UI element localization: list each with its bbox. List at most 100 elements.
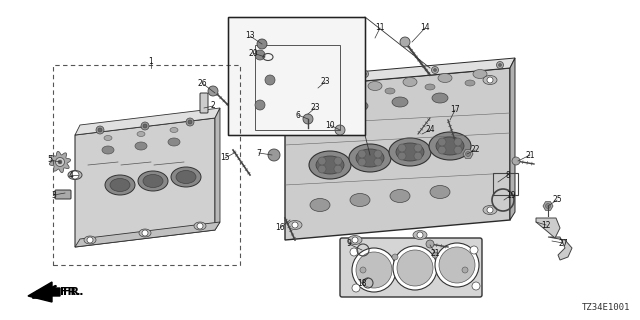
Ellipse shape bbox=[310, 198, 330, 212]
Ellipse shape bbox=[298, 91, 312, 100]
Circle shape bbox=[71, 171, 79, 179]
Circle shape bbox=[292, 222, 298, 228]
Circle shape bbox=[454, 138, 462, 146]
Text: 7: 7 bbox=[257, 148, 261, 157]
Ellipse shape bbox=[392, 97, 408, 107]
Circle shape bbox=[318, 157, 326, 165]
Ellipse shape bbox=[312, 105, 328, 115]
Polygon shape bbox=[215, 108, 220, 230]
Ellipse shape bbox=[138, 171, 168, 191]
Ellipse shape bbox=[168, 138, 180, 146]
Circle shape bbox=[417, 232, 423, 238]
Circle shape bbox=[398, 152, 406, 160]
Circle shape bbox=[426, 240, 434, 248]
Text: FR.: FR. bbox=[63, 287, 83, 297]
Circle shape bbox=[358, 150, 366, 158]
Circle shape bbox=[318, 165, 326, 173]
Ellipse shape bbox=[352, 101, 368, 111]
Circle shape bbox=[352, 248, 396, 292]
Text: 27: 27 bbox=[558, 238, 568, 247]
Text: 14: 14 bbox=[420, 23, 430, 33]
Circle shape bbox=[56, 157, 65, 166]
Ellipse shape bbox=[170, 127, 178, 132]
Circle shape bbox=[141, 122, 149, 130]
Text: 18: 18 bbox=[357, 278, 367, 287]
Text: 8: 8 bbox=[506, 171, 510, 180]
Ellipse shape bbox=[345, 92, 355, 98]
Polygon shape bbox=[285, 68, 510, 240]
Text: 17: 17 bbox=[450, 106, 460, 115]
Ellipse shape bbox=[396, 143, 424, 161]
Circle shape bbox=[257, 39, 267, 49]
FancyBboxPatch shape bbox=[228, 17, 365, 135]
Text: 20: 20 bbox=[248, 49, 258, 58]
Text: 6: 6 bbox=[296, 110, 300, 119]
Ellipse shape bbox=[68, 171, 82, 180]
Circle shape bbox=[291, 101, 299, 108]
Text: TZ34E1001: TZ34E1001 bbox=[582, 303, 630, 312]
Ellipse shape bbox=[390, 189, 410, 203]
Circle shape bbox=[432, 252, 438, 258]
Ellipse shape bbox=[305, 97, 315, 103]
Polygon shape bbox=[274, 84, 316, 126]
Text: 5: 5 bbox=[47, 156, 52, 164]
Ellipse shape bbox=[483, 205, 497, 214]
Circle shape bbox=[265, 75, 275, 85]
Circle shape bbox=[462, 267, 468, 273]
Circle shape bbox=[487, 77, 493, 83]
Text: 21: 21 bbox=[525, 150, 535, 159]
Ellipse shape bbox=[430, 186, 450, 198]
Ellipse shape bbox=[436, 137, 464, 155]
Circle shape bbox=[286, 96, 304, 114]
Circle shape bbox=[303, 114, 313, 124]
FancyBboxPatch shape bbox=[200, 93, 208, 113]
Circle shape bbox=[392, 254, 398, 260]
Circle shape bbox=[497, 61, 504, 68]
Text: 24: 24 bbox=[425, 125, 435, 134]
Circle shape bbox=[400, 37, 410, 47]
Ellipse shape bbox=[389, 138, 431, 166]
Polygon shape bbox=[75, 222, 220, 247]
Text: 19: 19 bbox=[506, 190, 516, 199]
Circle shape bbox=[197, 223, 203, 229]
Circle shape bbox=[142, 230, 148, 236]
Polygon shape bbox=[285, 58, 515, 88]
Text: 4: 4 bbox=[68, 171, 74, 180]
FancyBboxPatch shape bbox=[340, 238, 482, 297]
Ellipse shape bbox=[171, 167, 201, 187]
Circle shape bbox=[470, 246, 478, 254]
Circle shape bbox=[208, 86, 218, 96]
Ellipse shape bbox=[288, 95, 302, 105]
Ellipse shape bbox=[102, 146, 114, 154]
Circle shape bbox=[431, 67, 438, 74]
Text: 23: 23 bbox=[310, 103, 320, 113]
Polygon shape bbox=[548, 237, 572, 260]
Circle shape bbox=[472, 282, 480, 290]
Circle shape bbox=[454, 146, 462, 154]
Ellipse shape bbox=[135, 142, 147, 150]
Circle shape bbox=[393, 246, 437, 290]
Ellipse shape bbox=[432, 93, 448, 103]
Ellipse shape bbox=[143, 174, 163, 188]
Ellipse shape bbox=[356, 149, 384, 167]
Polygon shape bbox=[28, 282, 60, 302]
Text: 10: 10 bbox=[325, 121, 335, 130]
Circle shape bbox=[186, 118, 194, 126]
Circle shape bbox=[143, 124, 147, 128]
Circle shape bbox=[438, 138, 446, 146]
Circle shape bbox=[350, 248, 358, 256]
Polygon shape bbox=[262, 27, 328, 93]
Circle shape bbox=[398, 144, 406, 152]
Ellipse shape bbox=[350, 194, 370, 206]
Text: 15: 15 bbox=[220, 154, 230, 163]
Circle shape bbox=[545, 204, 550, 209]
Polygon shape bbox=[543, 202, 553, 210]
Circle shape bbox=[255, 50, 265, 60]
Circle shape bbox=[374, 158, 382, 166]
Polygon shape bbox=[75, 108, 220, 135]
Circle shape bbox=[98, 128, 102, 132]
Circle shape bbox=[292, 97, 298, 103]
Circle shape bbox=[362, 70, 369, 77]
Text: 25: 25 bbox=[552, 196, 562, 204]
Circle shape bbox=[487, 207, 493, 213]
